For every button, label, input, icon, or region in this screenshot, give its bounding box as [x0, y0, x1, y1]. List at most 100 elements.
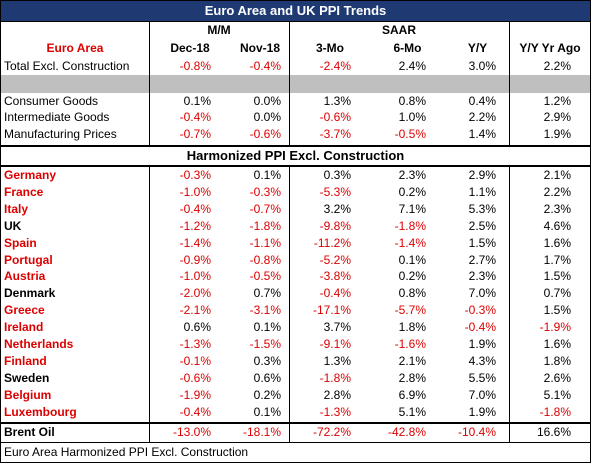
value: -0.4% — [179, 404, 211, 419]
row-label: Brent Oil — [4, 425, 55, 439]
value: 2.8% — [323, 387, 351, 402]
value: -1.8% — [249, 218, 281, 233]
value: 2.1% — [398, 353, 426, 368]
value: -0.7% — [179, 127, 211, 141]
row-label: Germany — [4, 168, 57, 182]
value: -18.1% — [242, 425, 281, 439]
value: 2.3% — [543, 201, 571, 216]
value: 1.9% — [468, 337, 496, 351]
value: 1.2% — [543, 94, 571, 108]
value: 1.0% — [398, 110, 426, 124]
value: -42.8% — [387, 425, 426, 439]
value: 0.1% — [253, 404, 281, 419]
value: 0.1% — [398, 252, 426, 267]
value: -1.3% — [319, 404, 351, 419]
group-label: SAAR — [381, 23, 416, 37]
row-label: Denmark — [4, 286, 56, 301]
row-label: Netherlands — [4, 337, 74, 351]
value: 3.2% — [323, 201, 351, 216]
value: -17.1% — [312, 303, 351, 318]
value: -13.0% — [172, 425, 211, 439]
value: 2.3% — [398, 168, 426, 182]
value: -9.1% — [319, 337, 351, 351]
value: -0.7% — [249, 201, 281, 216]
value: 2.2% — [468, 110, 496, 124]
rule — [1, 145, 590, 147]
value: -1.4% — [179, 235, 211, 250]
rule — [1, 21, 590, 22]
value: 1.5% — [543, 303, 571, 318]
rule — [509, 167, 510, 442]
value: 5.1% — [543, 387, 571, 402]
value: -10.4% — [457, 425, 496, 439]
rule — [1, 442, 590, 443]
value: -1.0% — [179, 184, 211, 199]
row-label: Manufacturing Prices — [4, 127, 117, 141]
value: 4.3% — [468, 353, 496, 368]
value: 1.3% — [323, 94, 351, 108]
column-header: Y/Y — [467, 41, 488, 55]
value: -5.3% — [319, 184, 351, 199]
value: 16.6% — [536, 425, 571, 439]
value: -1.9% — [179, 387, 211, 402]
value: -1.5% — [249, 337, 281, 351]
value: 1.8% — [398, 320, 426, 335]
value: 2.7% — [468, 252, 496, 267]
value: 5.5% — [468, 370, 496, 385]
column-header: Euro Area — [46, 41, 104, 55]
value: 5.3% — [468, 201, 496, 216]
value: -2.0% — [179, 286, 211, 301]
value: 0.7% — [543, 286, 571, 301]
value: -0.6% — [319, 110, 351, 124]
rule — [149, 167, 150, 442]
value: 1.9% — [468, 404, 496, 419]
value: 2.2% — [543, 184, 571, 199]
group-label: M/M — [207, 23, 231, 37]
value: -0.9% — [179, 252, 211, 267]
value: -1.1% — [249, 235, 281, 250]
value: -1.4% — [394, 235, 426, 250]
row-label: France — [4, 184, 44, 199]
value: -0.4% — [179, 110, 211, 124]
row-label: Spain — [4, 235, 37, 250]
gray-band — [1, 75, 590, 93]
value: 1.4% — [468, 127, 496, 141]
value: 0.6% — [253, 370, 281, 385]
value: 1.1% — [468, 184, 496, 199]
value: -3.1% — [249, 303, 281, 318]
value: -0.3% — [249, 184, 281, 199]
rule — [289, 21, 290, 145]
value: 0.0% — [253, 94, 281, 108]
value: 5.1% — [398, 404, 426, 419]
row-label: Finland — [4, 353, 47, 368]
value: -1.3% — [179, 337, 211, 351]
value: -3.8% — [319, 269, 351, 284]
value: 2.3% — [468, 269, 496, 284]
value: 0.2% — [253, 387, 281, 402]
row-label: Consumer Goods — [4, 94, 99, 108]
value: 0.7% — [253, 286, 281, 301]
value: -2.1% — [179, 303, 211, 318]
value: -0.4% — [179, 201, 211, 216]
value: -1.8% — [319, 370, 351, 385]
value: 6.9% — [398, 387, 426, 402]
value: -9.8% — [319, 218, 351, 233]
row-label: Italy — [4, 201, 29, 216]
value: 1.5% — [543, 269, 571, 284]
value: 0.2% — [398, 269, 426, 284]
value: 0.6% — [183, 320, 211, 335]
value: -0.5% — [249, 269, 281, 284]
rule — [509, 21, 510, 145]
value: -0.4% — [319, 286, 351, 301]
row-label: Portugal — [4, 252, 53, 267]
column-header: Nov-18 — [239, 41, 280, 55]
rule — [1, 165, 590, 167]
column-header: Y/Y Yr Ago — [519, 41, 581, 55]
column-header: 3-Mo — [316, 41, 344, 55]
value: -0.6% — [179, 370, 211, 385]
column-header: 6-Mo — [393, 41, 422, 55]
value: -0.5% — [394, 127, 426, 141]
value: 2.8% — [398, 370, 426, 385]
value: 0.3% — [323, 168, 351, 182]
row-label: Greece — [4, 303, 45, 318]
